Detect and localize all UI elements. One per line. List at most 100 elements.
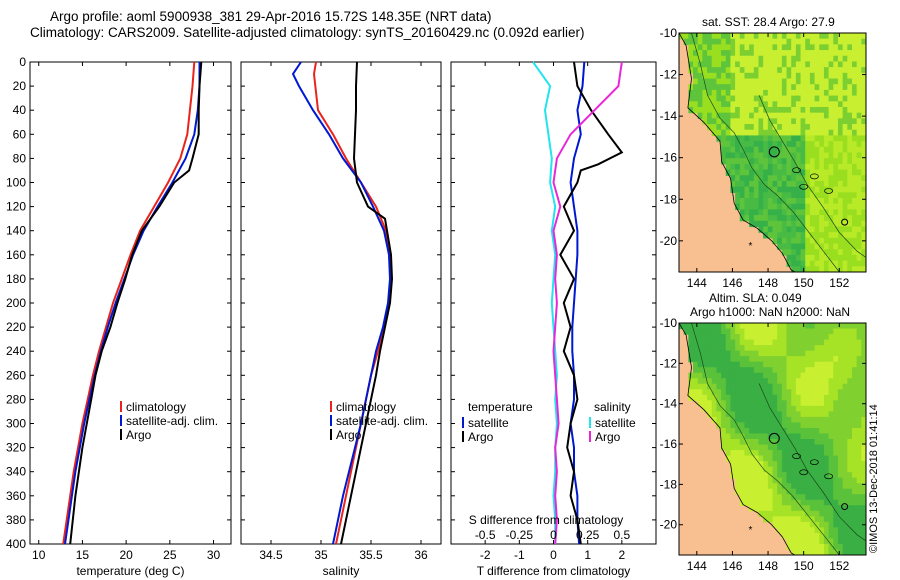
sea-cell — [739, 405, 746, 412]
sea-cell — [749, 389, 755, 396]
sea-cell — [828, 427, 834, 435]
sea-cell — [842, 394, 848, 401]
sea-cell — [819, 427, 825, 435]
sea-cell — [781, 209, 788, 216]
sea-cell — [823, 260, 830, 267]
sea-cell — [767, 416, 774, 424]
sea-cell — [777, 141, 783, 148]
sea-cell — [786, 444, 792, 451]
sea-cell — [772, 55, 778, 63]
sea-cell — [837, 84, 844, 91]
sea-cell — [763, 112, 769, 119]
sea-cell — [758, 488, 764, 495]
sea-cell — [847, 339, 853, 346]
sea-cell — [833, 146, 839, 154]
sea-cell — [758, 350, 764, 357]
sea-cell — [749, 135, 755, 142]
sea-cell — [753, 135, 760, 142]
sea-cell — [814, 38, 820, 45]
sea-cell — [786, 433, 792, 440]
sea-cell — [730, 84, 736, 91]
sea-cell — [861, 44, 866, 51]
sea-cell — [777, 163, 783, 171]
y-tick-label: 40 — [13, 103, 27, 117]
sea-cell — [763, 135, 769, 142]
sea-cell — [716, 118, 722, 125]
sea-cell — [856, 400, 862, 407]
sea-cell — [837, 527, 844, 534]
sea-cell — [828, 543, 834, 551]
y-tick-label: 20 — [13, 79, 27, 93]
sea-cell — [767, 400, 774, 407]
sea-cell — [828, 483, 834, 490]
sea-cell — [795, 38, 802, 45]
sea-cell — [842, 95, 848, 102]
sea-cell — [781, 146, 788, 154]
sea-cell — [725, 328, 732, 335]
sea-cell — [805, 411, 811, 418]
sea-cell — [828, 158, 834, 165]
sea-cell — [795, 466, 802, 473]
sea-cell — [819, 33, 825, 40]
sea-cell — [828, 254, 834, 262]
sea-cell — [847, 163, 853, 171]
sea-cell — [814, 356, 820, 363]
sea-cell — [861, 89, 866, 97]
isobath-line — [691, 33, 840, 272]
sea-cell — [842, 543, 848, 551]
sea-cell — [823, 146, 830, 154]
sea-cell — [791, 220, 797, 228]
sea-cell — [809, 152, 816, 159]
sea-cell — [847, 124, 853, 131]
sea-cell — [819, 95, 825, 102]
sea-cell — [772, 422, 778, 429]
sea-cell — [856, 78, 862, 85]
sea-cell — [758, 175, 764, 182]
sea-cell — [702, 350, 708, 357]
sea-cell — [800, 89, 806, 97]
sea-cell — [711, 334, 717, 341]
sea-cell — [772, 158, 778, 165]
sea-cell — [763, 416, 769, 424]
sea-cell — [688, 350, 694, 357]
sea-cell — [814, 394, 820, 401]
sea-cell — [730, 124, 736, 131]
sea-cell — [716, 339, 722, 346]
sea-cell — [823, 186, 830, 193]
sea-cell — [833, 538, 839, 545]
sea-cell — [711, 367, 717, 374]
sea-cell — [851, 427, 858, 435]
sea-cell — [758, 118, 764, 125]
sea-cell — [693, 350, 699, 357]
sea-cell — [688, 378, 694, 385]
plot-frame — [450, 61, 657, 545]
sea-cell — [688, 383, 694, 390]
sea-cell — [856, 477, 862, 484]
sea-cell — [805, 50, 811, 57]
sea-cell — [739, 72, 746, 80]
sea-cell — [833, 405, 839, 412]
sea-cell — [837, 266, 844, 272]
sea-cell — [809, 135, 816, 142]
sea-cell — [702, 389, 708, 396]
sea-cell — [819, 477, 825, 484]
sea-cell — [697, 112, 703, 119]
sea-cell — [795, 152, 802, 159]
sea-cell — [753, 209, 760, 216]
sea-cell — [814, 372, 820, 379]
sea-cell — [856, 38, 862, 45]
sea-cell — [819, 175, 825, 182]
sea-cell — [767, 389, 774, 396]
sea-cell — [842, 124, 848, 131]
sea-cell — [697, 339, 703, 346]
sea-cell — [767, 345, 774, 352]
sea-cell — [833, 323, 839, 330]
sea-cell — [725, 339, 732, 346]
sea-cell — [735, 488, 741, 495]
plot-frame — [240, 61, 442, 545]
sea-cell — [744, 416, 750, 424]
sea-cell — [781, 38, 788, 45]
sea-cell — [772, 400, 778, 407]
sea-cell — [795, 483, 802, 490]
sea-cell — [819, 84, 825, 91]
